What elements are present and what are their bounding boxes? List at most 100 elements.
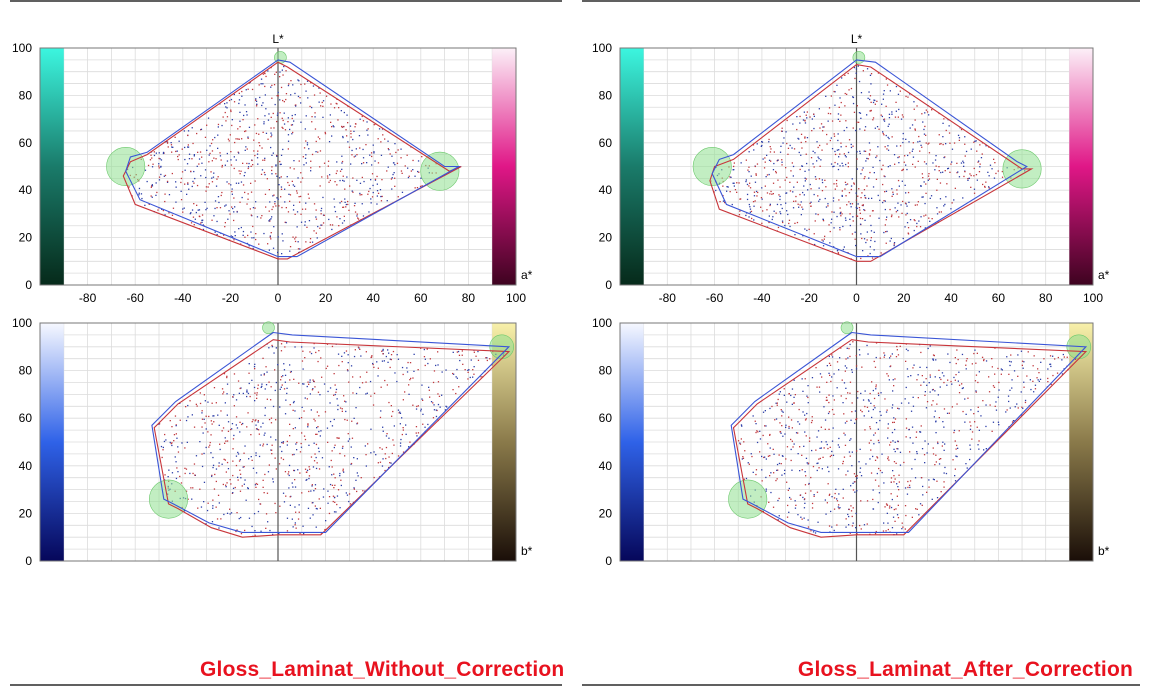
- scatter-point: [995, 172, 997, 175]
- scatter-point: [455, 376, 457, 378]
- gamut-outline-red: [732, 339, 1088, 538]
- scatter-point: [831, 496, 833, 498]
- scatter-point: [433, 404, 435, 406]
- scatter-point: [745, 179, 747, 181]
- scatter-point: [873, 99, 875, 101]
- scatter-point: [751, 455, 753, 458]
- scatter-point: [306, 80, 309, 82]
- scatter-point: [873, 360, 875, 363]
- scatter-point: [202, 432, 204, 434]
- scatter-point: [230, 512, 233, 514]
- scatter-point: [315, 526, 317, 528]
- scatter-point: [205, 446, 207, 449]
- scatter-point: [953, 142, 956, 144]
- scatter-point: [797, 203, 799, 205]
- scatter-point: [212, 456, 214, 459]
- scatter-point: [472, 376, 474, 378]
- scatter-point: [276, 154, 278, 157]
- scatter-point: [895, 101, 897, 103]
- scatter-point: [944, 443, 946, 445]
- scatter-point: [226, 152, 228, 155]
- scatter-point: [272, 152, 274, 154]
- scatter-point: [950, 380, 952, 383]
- scatter-point: [244, 445, 246, 447]
- scatter-point: [859, 467, 862, 469]
- scatter-point: [287, 148, 289, 150]
- scatter-point: [782, 142, 784, 144]
- scatter-point: [211, 150, 214, 152]
- scatter-point: [333, 473, 335, 475]
- scatter-point: [914, 128, 916, 130]
- scatter-point: [223, 458, 225, 460]
- scatter-point: [273, 127, 275, 129]
- scatter-point: [230, 109, 232, 111]
- scatter-point: [394, 177, 396, 179]
- scatter-point: [804, 136, 806, 138]
- scatter-point: [387, 166, 389, 168]
- scatter-point: [762, 411, 765, 413]
- scatter-point: [337, 119, 339, 121]
- scatter-point: [293, 469, 296, 472]
- scatter-point: [177, 471, 179, 473]
- scatter-point: [925, 134, 927, 136]
- scatter-point: [328, 141, 331, 143]
- scatter-point: [817, 462, 819, 464]
- scatter-point: [261, 169, 264, 171]
- scatter-point: [192, 216, 195, 218]
- scatter-point: [824, 197, 826, 200]
- scatter-point: [740, 162, 742, 164]
- scatter-point: [779, 431, 782, 433]
- scatter-point: [931, 498, 933, 500]
- scatter-point: [801, 378, 803, 380]
- gamut-outline-blue: [711, 59, 1028, 258]
- scatter-point: [838, 149, 840, 151]
- scatter-point: [240, 516, 242, 519]
- scatter-point: [806, 395, 808, 397]
- scatter-point: [866, 231, 868, 233]
- scatter-point: [224, 437, 226, 439]
- scatter-point: [381, 195, 383, 198]
- scatter-point: [164, 479, 166, 481]
- scatter-point: [387, 140, 389, 142]
- scatter-point: [976, 150, 978, 152]
- scatter-point: [814, 220, 816, 222]
- scatter-point: [325, 520, 327, 522]
- scatter-point: [900, 402, 903, 404]
- scatter-point: [233, 219, 235, 222]
- scatter-point: [472, 369, 474, 371]
- scatter-point: [948, 125, 950, 127]
- y-tick-label: 60: [19, 136, 33, 150]
- scatter-point: [795, 200, 797, 202]
- scatter-point: [840, 215, 842, 217]
- scatter-point: [311, 389, 314, 391]
- scatter-point: [804, 471, 806, 473]
- scatter-point: [248, 363, 250, 365]
- scatter-point: [256, 394, 258, 396]
- scatter-point: [300, 446, 303, 448]
- scatter-point: [936, 403, 938, 405]
- scatter-point: [215, 468, 218, 470]
- scatter-point: [831, 526, 833, 528]
- scatter-point: [781, 220, 784, 222]
- scatter-point: [994, 373, 996, 375]
- scatter-point: [339, 507, 341, 509]
- scatter-point: [150, 186, 152, 188]
- scatter-point: [270, 449, 272, 451]
- scatter-point: [231, 190, 233, 193]
- scatter-point: [926, 384, 928, 386]
- scatter-point: [401, 433, 403, 436]
- scatter-point: [739, 443, 742, 445]
- scatter-point: [778, 497, 780, 500]
- scatter-point: [213, 215, 215, 217]
- scatter-point: [369, 380, 372, 383]
- scatter-point: [804, 498, 806, 500]
- scatter-point: [304, 224, 306, 226]
- scatter-point: [777, 179, 779, 181]
- scatter-point: [219, 155, 222, 157]
- scatter-point: [384, 379, 386, 382]
- scatter-point: [803, 185, 805, 187]
- scatter-point: [818, 200, 820, 202]
- scatter-point: [207, 502, 209, 504]
- scatter-point: [311, 106, 313, 109]
- scatter-point: [188, 158, 191, 160]
